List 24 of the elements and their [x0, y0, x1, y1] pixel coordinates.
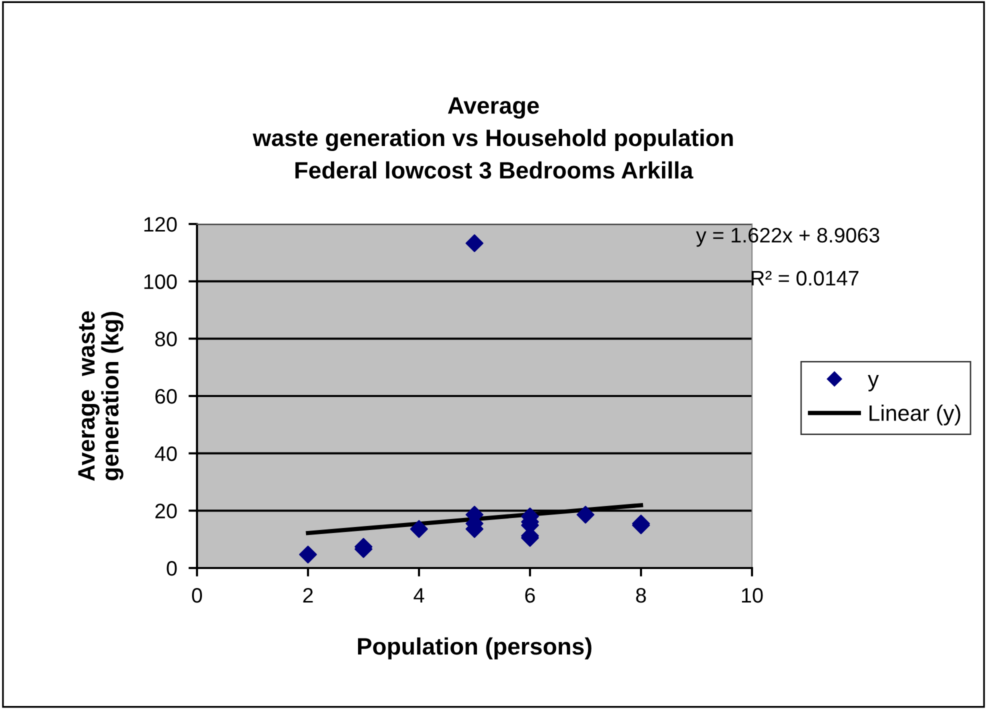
y-tick-label: 80 — [155, 332, 177, 346]
y-tick-label: 60 — [155, 389, 177, 404]
x-tick-label: 6 — [525, 588, 535, 603]
point — [576, 506, 594, 524]
y-tick-label: 40 — [154, 446, 177, 462]
y-tick-label: 20 — [155, 504, 177, 518]
legend-label: Linear (y) — [870, 404, 960, 426]
annotation: y = 1.622x + 8.9063 — [696, 228, 880, 247]
y-tick-label: 100 — [144, 274, 177, 290]
x-axis-title: Population (persons) — [358, 637, 592, 660]
point — [299, 546, 317, 564]
x-tick-label: 8 — [636, 588, 646, 603]
x-tick-label: 4 — [414, 588, 424, 603]
y-tick-label: 0 — [166, 561, 177, 576]
y-tick-label: 120 — [144, 217, 177, 232]
legend-label: y — [868, 374, 879, 392]
y-axis-title: Average waste generation (kg) — [78, 311, 124, 481]
chart-title: Average waste generation vs Household population Federal lowcost 3 Bedrooms Arkilla — [252, 97, 733, 179]
point — [410, 520, 428, 538]
annotation: R² = 0.0147 — [752, 270, 858, 286]
point — [466, 234, 484, 252]
x-tick-label: 0 — [192, 588, 202, 603]
x-tick-label: 2 — [303, 588, 313, 603]
x-tick-label: 10 — [742, 588, 763, 603]
